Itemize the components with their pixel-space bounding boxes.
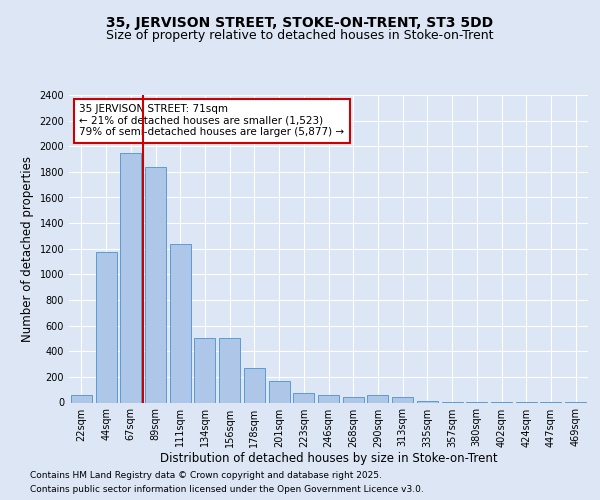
Bar [293, 393, 314, 402]
Text: Contains public sector information licensed under the Open Government Licence v3: Contains public sector information licen… [30, 484, 424, 494]
Bar [343, 396, 364, 402]
Bar [367, 396, 388, 402]
Bar [145, 167, 166, 402]
Bar [244, 368, 265, 402]
Bar [95, 252, 116, 402]
Text: Size of property relative to detached houses in Stoke-on-Trent: Size of property relative to detached ho… [106, 30, 494, 43]
Text: 35 JERVISON STREET: 71sqm
← 21% of detached houses are smaller (1,523)
79% of se: 35 JERVISON STREET: 71sqm ← 21% of detac… [79, 104, 344, 138]
Bar [194, 338, 215, 402]
Y-axis label: Number of detached properties: Number of detached properties [21, 156, 34, 342]
Bar [170, 244, 191, 402]
Bar [120, 152, 141, 402]
Bar [71, 395, 92, 402]
Bar [219, 338, 240, 402]
X-axis label: Distribution of detached houses by size in Stoke-on-Trent: Distribution of detached houses by size … [160, 452, 497, 466]
Bar [318, 396, 339, 402]
Text: 35, JERVISON STREET, STOKE-ON-TRENT, ST3 5DD: 35, JERVISON STREET, STOKE-ON-TRENT, ST3… [106, 16, 494, 30]
Text: Contains HM Land Registry data © Crown copyright and database right 2025.: Contains HM Land Registry data © Crown c… [30, 472, 382, 480]
Bar [392, 398, 413, 402]
Bar [269, 382, 290, 402]
Bar [417, 401, 438, 402]
